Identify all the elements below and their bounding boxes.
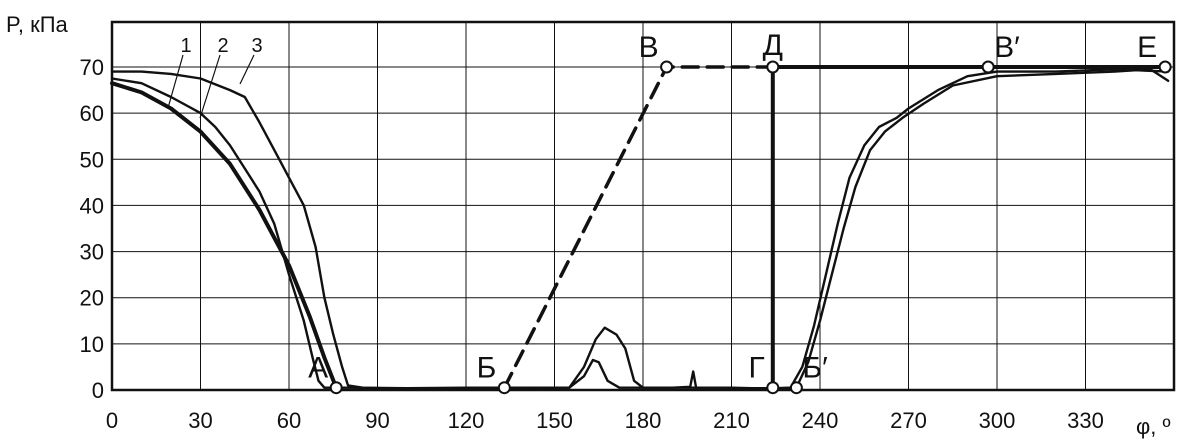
- point-label: Е: [1137, 31, 1157, 64]
- x-tick-label: 60: [277, 408, 301, 433]
- series-line-1: [110, 81, 339, 390]
- markers: [329, 60, 1172, 395]
- y-tick-label: 70: [80, 55, 104, 80]
- curve-leader: [239, 54, 255, 85]
- x-tick-label: 180: [625, 408, 662, 433]
- point-label: А: [308, 352, 328, 385]
- point-marker: [766, 60, 780, 74]
- x-tick-label: 240: [802, 408, 839, 433]
- labels: А Б В Д Г Б′ В′ Е 1 2 3: [167, 29, 1157, 385]
- series-line-2: [110, 68, 1170, 390]
- point-marker: [1158, 60, 1172, 74]
- point-marker: [660, 60, 674, 74]
- x-axis-label: φ, º: [1136, 414, 1171, 439]
- curve-number: 3: [251, 35, 262, 57]
- point-marker: [981, 60, 995, 74]
- point-marker: [497, 381, 511, 395]
- x-tick-label: 300: [979, 408, 1016, 433]
- point-marker: [789, 381, 803, 395]
- point-label: Б′: [802, 352, 828, 385]
- series-line-dashed: [502, 65, 775, 390]
- curve-leader: [199, 54, 221, 119]
- point-label: В: [639, 31, 659, 64]
- x-tick-label: 330: [1067, 408, 1104, 433]
- plot-frame: [110, 20, 1176, 392]
- x-tick-label: 30: [188, 408, 212, 433]
- y-tick-label: 30: [80, 240, 104, 265]
- x-tick-label: 0: [106, 408, 118, 433]
- y-tick-label: 40: [80, 193, 104, 218]
- series-line-step: [770, 65, 1168, 390]
- y-tick-label: 20: [80, 286, 104, 311]
- point-label: В′: [994, 31, 1020, 64]
- x-tick-label: 150: [536, 408, 573, 433]
- y-tick-label: 10: [80, 332, 104, 357]
- y-tick-label: 50: [80, 147, 104, 172]
- y-tick-label: 0: [92, 378, 104, 403]
- grid: [112, 22, 1174, 390]
- x-tick-label: 90: [365, 408, 389, 433]
- curve-number: 1: [180, 35, 191, 57]
- y-axis-label: P, кПа: [6, 12, 69, 37]
- curve-number: 2: [217, 35, 228, 57]
- curve-leader: [167, 54, 184, 109]
- point-label: Г: [749, 352, 765, 385]
- point-marker: [766, 381, 780, 395]
- y-tick-label: 60: [80, 101, 104, 126]
- point-label: Д: [763, 29, 783, 62]
- x-tick-label: 120: [448, 408, 485, 433]
- x-tick-label: 210: [713, 408, 750, 433]
- series-line-3: [110, 68, 1170, 390]
- axes: 0 30 60 90 120 150 180 210 240 270 300 330010203040…: [80, 20, 1176, 433]
- x-tick-label: 270: [890, 408, 927, 433]
- point-label: Б: [477, 352, 497, 385]
- curves: [110, 65, 1170, 390]
- point-marker: [329, 381, 343, 395]
